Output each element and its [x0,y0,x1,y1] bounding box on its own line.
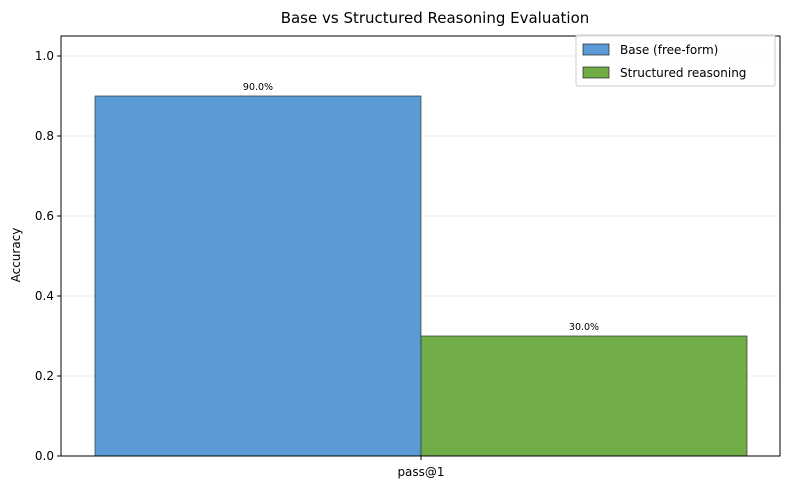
legend-label-base: Base (free-form) [620,43,718,57]
legend-swatch-structured [582,66,610,79]
x-axis-ticks: pass@1 [397,456,445,479]
y-axis-ticks: 0.0 0.2 0.4 0.6 0.8 1.0 [35,49,61,463]
y-tick-label: 0.8 [35,129,54,143]
bar-value-labels: 90.0% 30.0% [243,82,599,333]
y-tick-label: 0.6 [35,209,54,223]
y-axis-label: Accuracy [9,228,23,283]
bar-base [94,95,422,457]
y-tick-label: 0.0 [35,449,54,463]
legend-label-structured: Structured reasoning [620,66,746,80]
y-tick-label: 1.0 [35,49,54,63]
chart-title: Base vs Structured Reasoning Evaluation [281,9,590,27]
x-tick-label: pass@1 [397,465,444,479]
bar-value-label: 90.0% [243,82,273,93]
legend: Base (free-form) Structured reasoning [575,34,776,87]
legend-frame [575,34,776,87]
y-tick-label: 0.4 [35,289,54,303]
bars [94,95,748,457]
y-tick-label: 0.2 [35,369,54,383]
legend-swatch-base [582,43,610,56]
bar-value-label: 30.0% [569,322,599,333]
bar-structured [420,335,748,457]
